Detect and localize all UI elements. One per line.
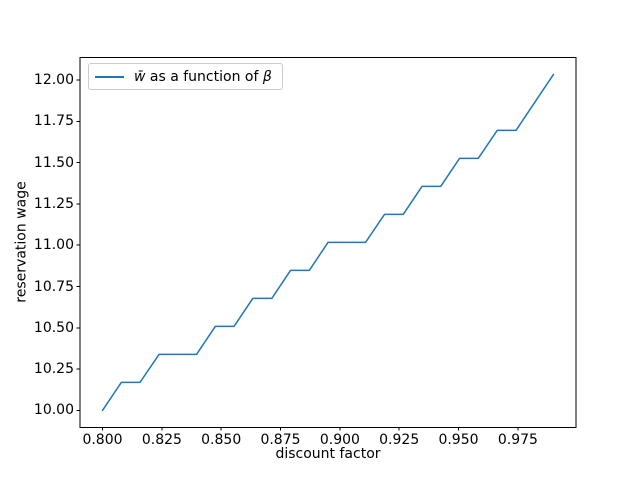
- legend-beta-symbol: β: [262, 68, 272, 85]
- legend-line-sample: [95, 75, 124, 78]
- y-tick-label: 10.50: [33, 319, 74, 336]
- x-tick-label: 0.925: [379, 432, 420, 448]
- x-tick-label: 0.875: [260, 432, 301, 448]
- legend-wbar-symbol: w̄: [134, 68, 146, 85]
- x-tick-label: 0.975: [497, 432, 538, 448]
- y-tick-label: 10.00: [33, 402, 74, 419]
- x-tick-label: 0.900: [319, 432, 360, 448]
- legend: w̄ as a function of β: [88, 63, 283, 90]
- x-tick-label: 0.950: [438, 432, 479, 448]
- y-tick-label: 11.25: [33, 195, 74, 212]
- y-tick-label: 11.50: [33, 154, 74, 171]
- x-tick-label: 0.800: [82, 432, 123, 448]
- y-tick-label: 11.75: [33, 113, 74, 130]
- y-tick-label: 11.00: [33, 237, 74, 254]
- y-tick-label: 10.25: [33, 361, 74, 378]
- legend-label: w̄ as a function of β: [134, 70, 272, 84]
- x-axis-label: discount factor: [275, 446, 381, 462]
- y-tick-label: 12.00: [33, 72, 74, 88]
- y-tick-label: 10.75: [33, 278, 74, 295]
- tick-marks: [76, 79, 519, 431]
- reservation-wage-line: [101, 73, 555, 412]
- axes-frame: [79, 57, 577, 428]
- legend-label-text: as a function of: [145, 68, 263, 85]
- y-axis-label: reservation wage: [13, 181, 30, 303]
- x-tick-label: 0.850: [201, 432, 242, 448]
- x-tick-label: 0.825: [141, 432, 182, 448]
